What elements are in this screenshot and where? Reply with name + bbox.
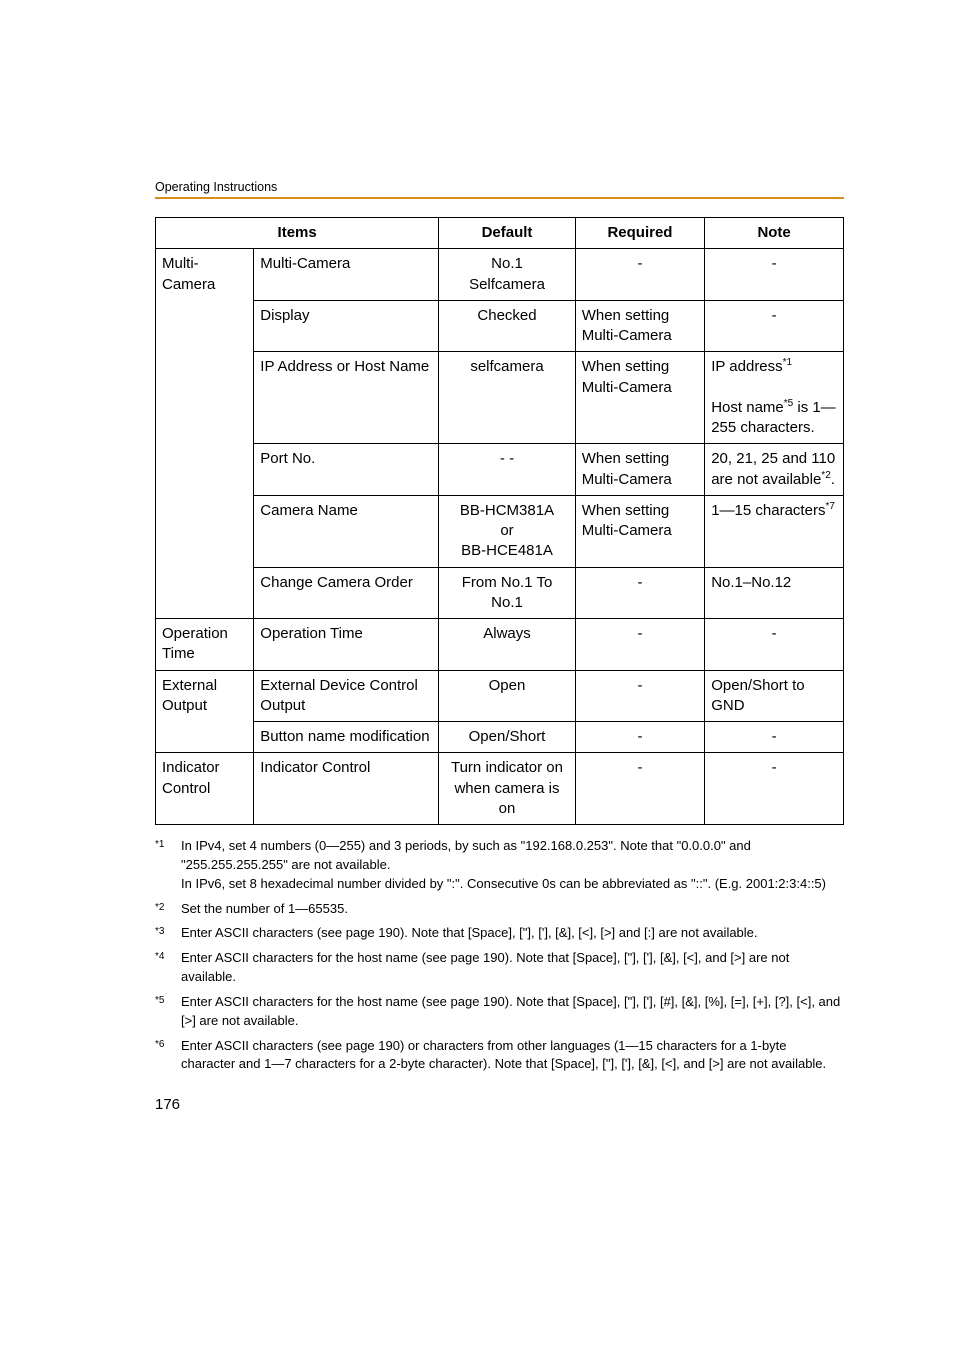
cell-note: IP address*1Host name*5 is 1—255 charact…: [705, 352, 844, 444]
page-number: 176: [155, 1096, 844, 1113]
footnote-text: Set the number of 1—65535.: [181, 900, 844, 919]
col-note: Note: [705, 218, 844, 249]
footnotes: *1In IPv4, set 4 numbers (0—255) and 3 p…: [155, 837, 844, 1074]
cell-required: -: [575, 670, 705, 722]
cell-note: -: [705, 753, 844, 825]
cell-item: Multi-Camera: [254, 249, 439, 301]
table-row: Button name modificationOpen/Short--: [156, 722, 844, 753]
footnote: *6Enter ASCII characters (see page 190) …: [155, 1037, 844, 1075]
footnote: *1In IPv4, set 4 numbers (0—255) and 3 p…: [155, 837, 844, 894]
cell-item: Button name modification: [254, 722, 439, 753]
footnote-text: In IPv4, set 4 numbers (0—255) and 3 per…: [181, 837, 844, 894]
cell-required: When setting Multi-Camera: [575, 495, 705, 567]
cell-item: Display: [254, 300, 439, 352]
footnote-mark: *1: [155, 837, 181, 894]
cell-required: -: [575, 249, 705, 301]
cell-item: Indicator Control: [254, 753, 439, 825]
cell-required: When setting Multi-Camera: [575, 300, 705, 352]
cell-item: Port No.: [254, 444, 439, 496]
col-items: Items: [156, 218, 439, 249]
running-header: Operating Instructions: [155, 180, 844, 194]
footnote-text: Enter ASCII characters for the host name…: [181, 993, 844, 1031]
group-label: Multi-Camera: [156, 249, 254, 619]
footnote: *5Enter ASCII characters for the host na…: [155, 993, 844, 1031]
group-label: External Output: [156, 670, 254, 753]
table-row: Multi-CameraMulti-CameraNo.1Selfcamera--: [156, 249, 844, 301]
cell-default: From No.1 To No.1: [439, 567, 575, 619]
cell-default: Checked: [439, 300, 575, 352]
cell-default: Open: [439, 670, 575, 722]
footnote: *4Enter ASCII characters for the host na…: [155, 949, 844, 987]
header-rule: [155, 197, 844, 199]
group-label: Operation Time: [156, 619, 254, 671]
footnote-text: Enter ASCII characters (see page 190) or…: [181, 1037, 844, 1075]
cell-note: Open/Short to GND: [705, 670, 844, 722]
cell-item: External Device Control Output: [254, 670, 439, 722]
cell-default: No.1Selfcamera: [439, 249, 575, 301]
table-row: IP Address or Host NameselfcameraWhen se…: [156, 352, 844, 444]
cell-required: -: [575, 753, 705, 825]
cell-item: Change Camera Order: [254, 567, 439, 619]
footnote-mark: *5: [155, 993, 181, 1031]
table-row: Operation TimeOperation TimeAlways--: [156, 619, 844, 671]
cell-item: IP Address or Host Name: [254, 352, 439, 444]
cell-item: Camera Name: [254, 495, 439, 567]
cell-required: When setting Multi-Camera: [575, 352, 705, 444]
footnote-mark: *3: [155, 924, 181, 943]
settings-table: Items Default Required Note Multi-Camera…: [155, 217, 844, 825]
footnote-mark: *2: [155, 900, 181, 919]
cell-note: -: [705, 619, 844, 671]
cell-default: selfcamera: [439, 352, 575, 444]
cell-default: BB-HCM381AorBB-HCE481A: [439, 495, 575, 567]
cell-note: 1—15 characters*7: [705, 495, 844, 567]
table-row: Port No.- -When setting Multi-Camera20, …: [156, 444, 844, 496]
footnote-mark: *4: [155, 949, 181, 987]
cell-note: No.1–No.12: [705, 567, 844, 619]
table-row: Camera NameBB-HCM381AorBB-HCE481AWhen se…: [156, 495, 844, 567]
cell-note: -: [705, 249, 844, 301]
col-required: Required: [575, 218, 705, 249]
cell-default: Open/Short: [439, 722, 575, 753]
cell-note: 20, 21, 25 and 110 are not available*2.: [705, 444, 844, 496]
table-header-row: Items Default Required Note: [156, 218, 844, 249]
cell-required: When setting Multi-Camera: [575, 444, 705, 496]
cell-item: Operation Time: [254, 619, 439, 671]
cell-required: -: [575, 722, 705, 753]
table-row: External OutputExternal Device Control O…: [156, 670, 844, 722]
cell-default: Always: [439, 619, 575, 671]
cell-note: -: [705, 722, 844, 753]
table-row: Change Camera OrderFrom No.1 To No.1-No.…: [156, 567, 844, 619]
footnote: *3Enter ASCII characters (see page 190).…: [155, 924, 844, 943]
group-label: Indicator Control: [156, 753, 254, 825]
table-row: Indicator ControlIndicator ControlTurn i…: [156, 753, 844, 825]
cell-default: Turn indicator on when camera is on: [439, 753, 575, 825]
col-default: Default: [439, 218, 575, 249]
table-row: DisplayCheckedWhen setting Multi-Camera-: [156, 300, 844, 352]
footnote-text: Enter ASCII characters for the host name…: [181, 949, 844, 987]
cell-required: -: [575, 567, 705, 619]
cell-required: -: [575, 619, 705, 671]
cell-note: -: [705, 300, 844, 352]
cell-default: - -: [439, 444, 575, 496]
footnote-text: Enter ASCII characters (see page 190). N…: [181, 924, 844, 943]
footnote: *2Set the number of 1—65535.: [155, 900, 844, 919]
footnote-mark: *6: [155, 1037, 181, 1075]
